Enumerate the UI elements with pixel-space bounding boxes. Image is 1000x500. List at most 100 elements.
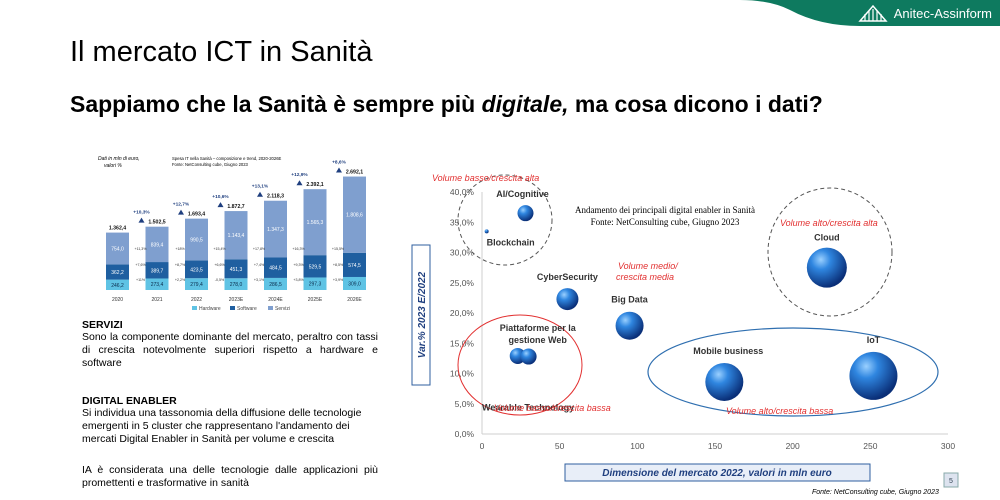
digital-enabler-text-2: IA è considerata una delle tecnologie da… <box>82 464 378 489</box>
bar-value-label: 423,5 <box>190 267 203 273</box>
growth-arrow-icon <box>138 217 145 223</box>
bar-segment-software <box>145 262 169 279</box>
legend-label: Hardware <box>199 306 221 312</box>
header-band <box>0 0 1000 26</box>
cluster-ellipse-low-high <box>457 174 553 266</box>
slide-number-box <box>943 472 959 488</box>
growth-arrow-icon <box>257 191 263 197</box>
legend-label: Servizi <box>275 306 290 312</box>
bar-value-label: 451,3 <box>230 267 243 273</box>
bar-segment-software <box>185 260 208 279</box>
y-tick-label: 35,0% <box>450 217 475 227</box>
bubble-chart: 0,0% 5,0% 10,0% 15,0% 20,0% 25,0% 30,0% 35,0% 40… <box>411 173 959 496</box>
bar-segment-software <box>303 255 327 278</box>
bar-segment-hardware <box>145 278 169 290</box>
bar-value-label: 990,5 <box>190 238 203 244</box>
bar-segment-hardware <box>303 277 327 290</box>
bar-category-label: 2023E <box>229 297 244 303</box>
bar-total-label: 2.118,3 <box>267 194 284 200</box>
segment-growth-label: +7,4% <box>254 263 265 267</box>
bar-value-label: 574,5 <box>348 263 361 269</box>
bar-total-label: 1.362,4 <box>109 226 126 232</box>
total-growth-label: +8,6% <box>332 160 346 166</box>
bar-value-label: 389,7 <box>151 268 164 274</box>
bar-segment-servizi <box>224 211 248 260</box>
bubble-label: CyberSecurity <box>537 272 598 282</box>
bar-category-label: 2026E <box>347 297 362 303</box>
x-tick-label: 250 <box>863 441 877 451</box>
bar-segment-servizi <box>145 226 169 263</box>
subtitle-part-2: ma cosa dicono i dati? <box>568 91 823 117</box>
segment-growth-label: +6,6% <box>214 263 225 267</box>
x-tick-label: 150 <box>708 441 722 451</box>
total-growth-label: +10,3% <box>133 210 150 216</box>
bubble-blockchain <box>484 229 489 234</box>
bubble-cybersecurity <box>556 288 579 311</box>
cluster-label-mid: Volume medio/ crescita media <box>616 261 680 282</box>
bubble-label: Piattaforme per la gestione Web <box>500 323 577 345</box>
bubble-chart-source: Fonte: NetConsulting cube, Giugno 2023 <box>591 217 740 227</box>
y-tick-label: 40,0% <box>450 187 475 197</box>
legend-swatch <box>192 306 197 310</box>
bars-group: 246,2 362,2 754,0 1.362,4 2020 273,4 389,7 839,… <box>106 160 366 303</box>
segment-growth-label: +16,3% <box>292 247 305 251</box>
bubble-label: Blockchain <box>487 237 535 247</box>
bubble-cloud <box>806 247 847 288</box>
bar-value-label: 362,2 <box>111 270 124 276</box>
bar-segment-servizi <box>303 189 327 256</box>
segment-growth-label: +8,5% <box>333 263 344 267</box>
bar-total-label: 1.872,7 <box>227 204 244 210</box>
bar-category-label: 2021 <box>151 297 162 303</box>
bar-value-label: 484,5 <box>269 266 282 272</box>
bar-segment-hardware <box>106 279 129 290</box>
bar-segment-software <box>224 259 248 279</box>
unit-note-1: Dati in mln di euro, <box>98 156 140 162</box>
segment-growth-label: +3,8% <box>293 278 304 282</box>
subtitle-part-1: Sappiamo che la Sanità è sempre più <box>70 91 482 117</box>
segment-growth-label: -0,5% <box>215 278 225 282</box>
servizi-text: Sono la componente dominante del mercato… <box>82 331 378 369</box>
segment-growth-label: +11% <box>136 278 146 282</box>
bar-value-label: 839,4 <box>151 242 164 248</box>
bar-segment-software <box>343 252 366 277</box>
subtitle-emphasis: digitale, <box>481 91 569 117</box>
bar-value-label: 1.347,3 <box>267 227 284 233</box>
bubble-label: Mobile business <box>693 346 763 356</box>
bubble-chart-title: Andamento dei principali digital enabler… <box>575 205 755 215</box>
digital-enabler-heading: DIGITAL ENABLER <box>82 395 177 407</box>
bubble-label: Cloud <box>814 233 840 243</box>
segment-growth-label: +17,8% <box>253 247 266 251</box>
y-tick-label: 0,0% <box>455 429 475 439</box>
building-logo-icon <box>858 4 888 22</box>
segment-growth-label: +3,1% <box>254 278 265 282</box>
bar-total-label: 1.693,4 <box>188 212 205 218</box>
segment-growth-label: +3,9% <box>333 278 344 282</box>
bubble-label: IoT <box>867 335 881 345</box>
cluster-label-mid-line-2: crescita media <box>616 272 674 282</box>
page-title: Il mercato ICT in Sanità <box>70 36 373 68</box>
cluster-label-mid-line: Volume medio/ <box>618 261 679 271</box>
bar-segment-software <box>106 264 129 280</box>
segment-growth-label: +2,2% <box>175 278 186 282</box>
growth-arrow-icon <box>336 167 342 173</box>
digital-enabler-text-1: Si individua una tassonomia della diffus… <box>82 407 362 445</box>
bar-value-label: 278,0 <box>230 282 243 288</box>
segment-growth-label: +7,6% <box>135 263 146 267</box>
bubble-big-data <box>615 311 644 340</box>
page-subtitle: Sappiamo che la Sanità è sempre più digi… <box>70 90 850 118</box>
brand: Anitec-Assinform <box>858 3 992 23</box>
bar-value-label: 286,5 <box>269 282 282 288</box>
segment-growth-label: +11,3% <box>134 247 147 251</box>
bar-segment-servizi <box>185 218 208 261</box>
bubble-iot <box>849 351 898 400</box>
bar-legend: Hardware Software Servizi <box>192 306 290 312</box>
bar-total-label: 2.392,1 <box>306 182 323 188</box>
segment-growth-label: +18% <box>175 247 185 251</box>
bar-segment-hardware <box>264 277 287 290</box>
bar-value-label: 279,4 <box>190 282 203 288</box>
slide-number: 5 <box>949 478 953 485</box>
cluster-ellipse-high-low <box>647 327 939 417</box>
bar-value-label: 1.565,3 <box>307 220 324 226</box>
servizi-heading: SERVIZI <box>82 319 123 331</box>
legend-swatch <box>230 306 235 310</box>
